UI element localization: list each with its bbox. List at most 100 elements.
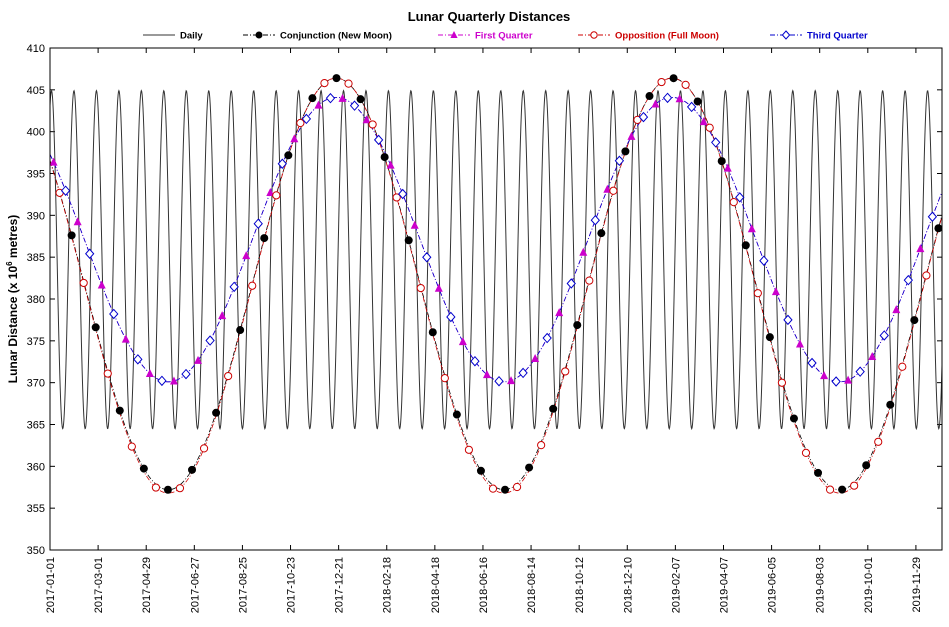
legend-swatch-marker — [450, 31, 458, 38]
data-point-third-quarter — [205, 335, 215, 346]
data-point-first-quarter — [266, 188, 275, 197]
chart-title: Lunar Quarterly Distances — [408, 9, 571, 24]
y-tick-label: 405 — [27, 85, 45, 97]
data-point-opposition-full-moon — [392, 193, 401, 202]
y-tick-label: 355 — [27, 503, 45, 515]
y-tick-label: 380 — [27, 294, 45, 306]
x-tick-label: 2019-08-03 — [815, 557, 827, 613]
x-tick-label: 2017-06-27 — [189, 557, 201, 613]
data-point-opposition-full-moon — [488, 484, 498, 493]
data-point-opposition-full-moon — [151, 483, 161, 492]
data-point-opposition-full-moon — [344, 79, 353, 88]
data-point-third-quarter — [109, 308, 119, 320]
data-point-conjunction-new-moon — [260, 234, 269, 243]
legend-label: Daily — [180, 31, 203, 42]
plot-frame — [49, 47, 943, 551]
data-point-opposition-full-moon — [850, 481, 859, 490]
data-point-first-quarter — [892, 305, 901, 314]
y-tick-label: 385 — [27, 252, 45, 264]
x-tick-label: 2018-06-16 — [478, 557, 490, 613]
data-point-first-quarter — [916, 244, 925, 253]
data-point-opposition-full-moon — [79, 278, 88, 288]
data-point-third-quarter — [60, 185, 71, 196]
data-point-first-quarter — [555, 308, 564, 317]
data-point-first-quarter — [145, 368, 154, 377]
x-tick-label: 2017-03-01 — [93, 557, 105, 613]
y-tick-label: 360 — [27, 461, 45, 473]
legend-label: Opposition (Full Moon) — [615, 31, 719, 42]
data-point-first-quarter — [50, 157, 58, 166]
data-point-third-quarter — [85, 248, 95, 259]
x-tick-label: 2019-06-05 — [767, 557, 779, 613]
data-point-conjunction-new-moon — [163, 485, 172, 494]
x-tick-label: 2019-04-07 — [718, 557, 730, 613]
data-point-first-quarter — [290, 134, 299, 143]
data-point-third-quarter — [903, 274, 913, 286]
x-axis-ticks: 2017-01-01 2017-03-01 2017-04-29 2017-06-27… — [45, 48, 923, 613]
data-point-opposition-full-moon — [175, 484, 185, 493]
data-point-third-quarter — [879, 330, 889, 341]
data-point-first-quarter — [410, 220, 419, 229]
y-tick-label: 410 — [27, 43, 45, 55]
data-point-opposition-full-moon — [729, 198, 738, 207]
data-point-third-quarter — [783, 314, 793, 326]
data-point-conjunction-new-moon — [404, 236, 413, 245]
data-point-opposition-full-moon — [512, 482, 522, 492]
data-point-first-quarter — [627, 131, 636, 140]
data-point-conjunction-new-moon — [332, 74, 341, 83]
data-point-conjunction-new-moon — [573, 321, 582, 330]
data-point-first-quarter — [507, 376, 516, 385]
data-point-conjunction-new-moon — [741, 241, 750, 250]
data-point-third-quarter — [133, 354, 143, 365]
data-point-third-quarter — [494, 375, 504, 387]
data-point-first-quarter — [651, 99, 660, 108]
y-tick-label: 375 — [27, 336, 45, 348]
data-point-third-quarter — [518, 367, 528, 379]
data-point-opposition-full-moon — [224, 371, 233, 381]
data-point-opposition-full-moon — [537, 441, 546, 450]
data-point-opposition-full-moon — [127, 442, 136, 451]
data-point-third-quarter — [831, 376, 841, 387]
data-point-opposition-full-moon — [368, 120, 377, 129]
legend-item-third-quarter: Third Quarter — [770, 30, 868, 42]
data-point-third-quarter — [638, 111, 649, 123]
legend-item-daily: Daily — [143, 31, 203, 42]
data-point-opposition-full-moon — [320, 79, 329, 88]
data-point-opposition-full-moon — [753, 289, 762, 298]
data-point-first-quarter — [699, 117, 708, 126]
data-point-conjunction-new-moon — [621, 147, 630, 156]
data-point-first-quarter — [723, 163, 732, 172]
data-point-opposition-full-moon — [705, 123, 714, 132]
data-point-first-quarter — [771, 287, 780, 296]
y-tick-label: 395 — [27, 169, 45, 181]
legend: Daily Conjunction (New Moon) First Quarter… — [143, 30, 868, 42]
data-point-opposition-full-moon — [440, 374, 449, 383]
data-point-third-quarter — [398, 188, 408, 200]
data-point-first-quarter — [169, 376, 178, 385]
x-tick-label: 2017-04-29 — [141, 557, 153, 613]
data-point-conjunction-new-moon — [380, 153, 389, 162]
data-point-opposition-full-moon — [825, 485, 835, 494]
data-point-conjunction-new-moon — [765, 333, 774, 342]
x-tick-label: 2018-12-10 — [622, 557, 634, 613]
y-axis-label-main: Lunar Distance (x 10 — [6, 266, 20, 384]
data-point-conjunction-new-moon — [284, 151, 293, 160]
data-point-opposition-full-moon — [561, 367, 570, 376]
data-point-opposition-full-moon — [874, 437, 883, 446]
data-point-third-quarter — [349, 100, 360, 111]
y-tick-label: 365 — [27, 420, 45, 432]
data-point-first-quarter — [820, 371, 829, 380]
data-point-conjunction-new-moon — [862, 461, 871, 470]
data-point-first-quarter — [675, 94, 684, 103]
x-tick-label: 2019-02-07 — [670, 557, 682, 613]
data-point-third-quarter — [711, 137, 721, 148]
data-point-conjunction-new-moon — [814, 468, 823, 477]
data-point-conjunction-new-moon — [669, 74, 678, 83]
data-point-opposition-full-moon — [464, 445, 474, 454]
data-point-third-quarter — [277, 158, 287, 169]
data-point-opposition-full-moon — [609, 186, 618, 195]
data-point-third-quarter — [157, 375, 167, 387]
legend-item-first-quarter: First Quarter — [438, 31, 533, 42]
data-point-conjunction-new-moon — [693, 97, 702, 106]
